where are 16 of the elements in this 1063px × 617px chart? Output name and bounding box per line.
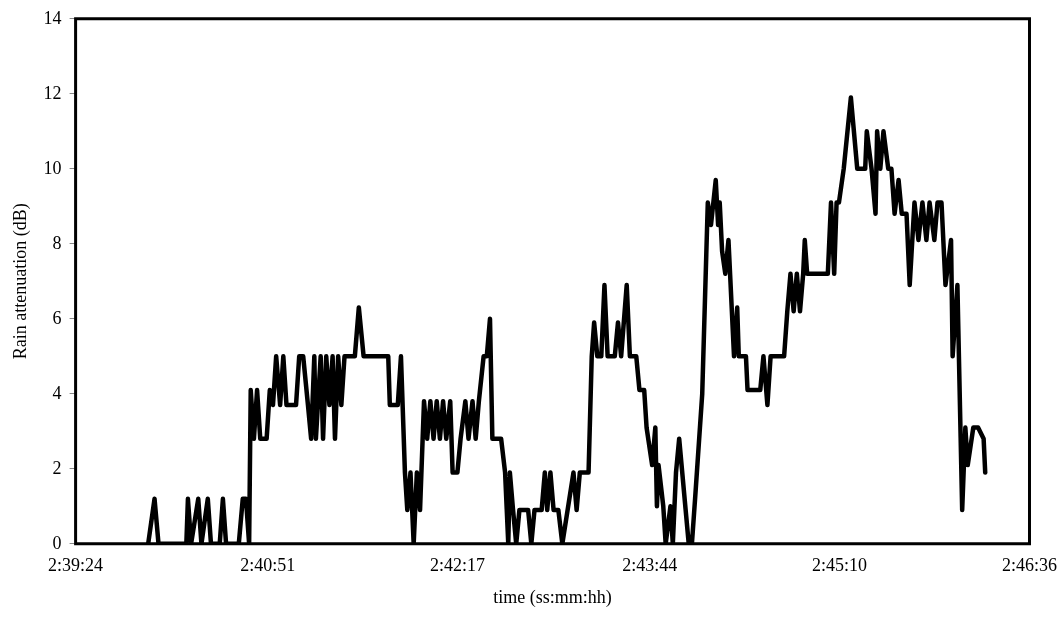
x-tick-label: 2:42:17: [430, 555, 486, 576]
y-tick-label: 12: [43, 82, 62, 103]
y-tick-label: 14: [43, 7, 62, 28]
x-tick-label: 2:39:24: [48, 555, 104, 576]
x-axis-title: time (ss:mm:hh): [493, 586, 612, 608]
y-tick-label: 8: [52, 232, 62, 253]
y-tick-label: 2: [52, 457, 62, 478]
y-tick-label: 4: [52, 382, 62, 403]
x-tick-label: 2:46:36: [1001, 555, 1058, 576]
x-tick-label: 2:40:51: [240, 555, 296, 576]
x-tick-label: 2:45:10: [812, 555, 868, 576]
y-tick-label: 10: [43, 157, 62, 178]
y-tick-label: 6: [52, 307, 62, 328]
y-axis-title: Rain attenuation (dB): [9, 203, 31, 360]
x-tick-label: 2:43:44: [622, 555, 678, 576]
y-tick-label: 0: [52, 532, 62, 553]
